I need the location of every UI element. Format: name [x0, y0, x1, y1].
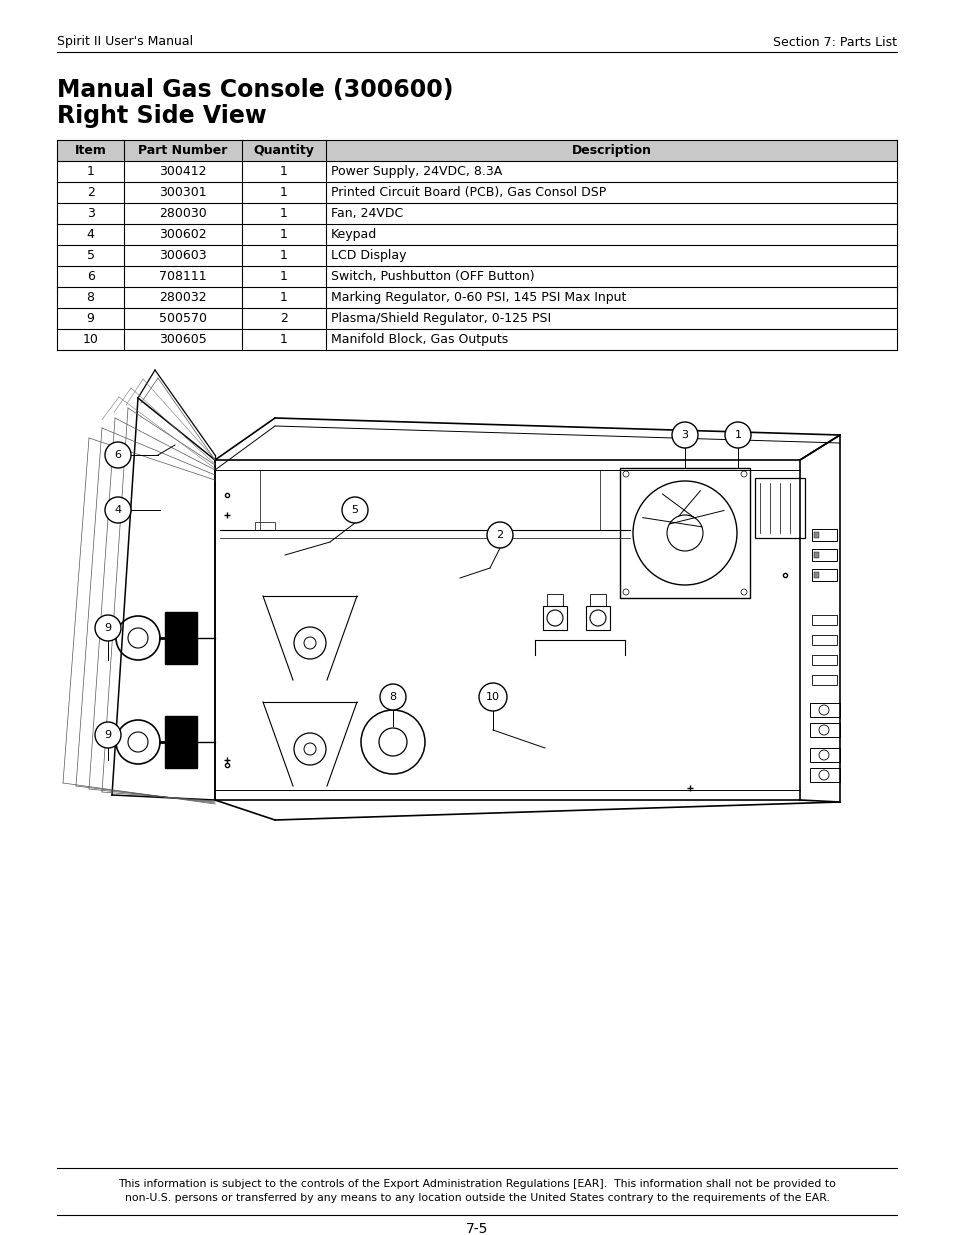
Text: 9: 9 — [87, 312, 94, 325]
Bar — [809, 703, 840, 718]
Bar — [546, 594, 562, 606]
Text: Fan, 24VDC: Fan, 24VDC — [331, 207, 402, 220]
Bar — [813, 532, 818, 538]
Text: Plasma/Shield Regulator, 0-125 PSI: Plasma/Shield Regulator, 0-125 PSI — [331, 312, 550, 325]
Text: 280032: 280032 — [159, 291, 207, 304]
Bar — [619, 468, 749, 598]
Text: 1: 1 — [87, 165, 94, 178]
Bar — [811, 550, 836, 561]
Text: 300412: 300412 — [159, 165, 207, 178]
Bar — [254, 522, 274, 530]
Bar — [754, 478, 804, 538]
Text: Marking Regulator, 0-60 PSI, 145 PSI Max Input: Marking Regulator, 0-60 PSI, 145 PSI Max… — [331, 291, 625, 304]
Bar — [811, 635, 836, 645]
Text: 1: 1 — [279, 165, 288, 178]
Text: 1: 1 — [279, 228, 288, 241]
Text: Printed Circuit Board (PCB), Gas Consol DSP: Printed Circuit Board (PCB), Gas Consol … — [331, 186, 605, 199]
Circle shape — [95, 722, 121, 748]
Bar — [165, 716, 196, 768]
Text: 2: 2 — [279, 312, 288, 325]
Bar — [811, 569, 836, 580]
Circle shape — [486, 522, 513, 548]
Text: 10: 10 — [485, 692, 499, 701]
Text: 4: 4 — [114, 505, 121, 515]
Circle shape — [105, 496, 131, 522]
Text: 280030: 280030 — [159, 207, 207, 220]
Circle shape — [671, 422, 698, 448]
Circle shape — [105, 442, 131, 468]
Text: Quantity: Quantity — [253, 144, 314, 157]
Text: Right Side View: Right Side View — [57, 104, 267, 128]
Text: Description: Description — [571, 144, 651, 157]
Bar — [809, 768, 840, 782]
Text: 4: 4 — [87, 228, 94, 241]
Text: 300605: 300605 — [159, 333, 207, 346]
Text: 300603: 300603 — [159, 249, 207, 262]
Text: 2: 2 — [87, 186, 94, 199]
Text: 1: 1 — [279, 249, 288, 262]
Text: 9: 9 — [104, 730, 112, 740]
Text: Manifold Block, Gas Outputs: Manifold Block, Gas Outputs — [331, 333, 508, 346]
Text: 708111: 708111 — [159, 270, 207, 283]
Bar — [811, 615, 836, 625]
Bar — [813, 572, 818, 578]
Bar — [589, 594, 605, 606]
Text: 1: 1 — [279, 207, 288, 220]
Circle shape — [341, 496, 368, 522]
Bar — [811, 676, 836, 685]
Text: 1: 1 — [734, 430, 740, 440]
Text: 1: 1 — [279, 186, 288, 199]
Text: Item: Item — [74, 144, 107, 157]
Text: Power Supply, 24VDC, 8.3A: Power Supply, 24VDC, 8.3A — [331, 165, 501, 178]
Text: 6: 6 — [87, 270, 94, 283]
Text: 1: 1 — [279, 270, 288, 283]
Circle shape — [95, 615, 121, 641]
Text: 2: 2 — [496, 530, 503, 540]
Bar — [809, 748, 840, 762]
Text: Section 7: Parts List: Section 7: Parts List — [772, 36, 896, 48]
Text: 5: 5 — [351, 505, 358, 515]
Text: Spirit II User's Manual: Spirit II User's Manual — [57, 36, 193, 48]
Text: Manual Gas Console (300600): Manual Gas Console (300600) — [57, 78, 453, 103]
Text: 3: 3 — [87, 207, 94, 220]
Text: Switch, Pushbutton (OFF Button): Switch, Pushbutton (OFF Button) — [331, 270, 534, 283]
Circle shape — [379, 684, 406, 710]
Text: Keypad: Keypad — [331, 228, 376, 241]
Text: This information is subject to the controls of the Export Administration Regulat: This information is subject to the contr… — [118, 1179, 835, 1189]
Text: 1: 1 — [279, 291, 288, 304]
Text: 300602: 300602 — [159, 228, 207, 241]
Bar — [57, 140, 896, 161]
Bar — [811, 529, 836, 541]
Bar — [813, 552, 818, 558]
Bar — [811, 655, 836, 664]
Text: 6: 6 — [114, 450, 121, 459]
Text: 3: 3 — [680, 430, 688, 440]
Bar — [165, 613, 196, 664]
Text: non-U.S. persons or transferred by any means to any location outside the United : non-U.S. persons or transferred by any m… — [125, 1193, 828, 1203]
Text: 5: 5 — [87, 249, 94, 262]
Bar — [542, 606, 566, 630]
Bar — [809, 722, 840, 737]
Text: 9: 9 — [104, 622, 112, 634]
Text: 1: 1 — [279, 333, 288, 346]
Text: 8: 8 — [87, 291, 94, 304]
Circle shape — [724, 422, 750, 448]
Text: 10: 10 — [83, 333, 98, 346]
Text: 8: 8 — [389, 692, 396, 701]
Text: LCD Display: LCD Display — [331, 249, 406, 262]
Text: 500570: 500570 — [159, 312, 207, 325]
Text: Part Number: Part Number — [138, 144, 228, 157]
Text: 300301: 300301 — [159, 186, 207, 199]
Circle shape — [478, 683, 506, 711]
Text: 7-5: 7-5 — [465, 1221, 488, 1235]
Bar — [585, 606, 609, 630]
